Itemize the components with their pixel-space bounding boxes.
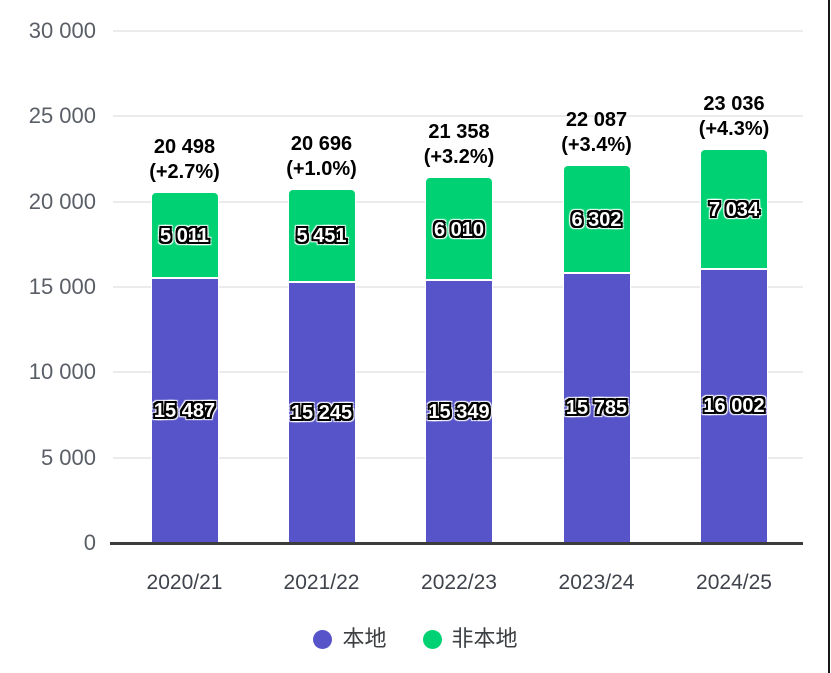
bar-total-label: 22 087 [565, 109, 628, 132]
bar-segment-local [151, 278, 218, 542]
chart-legend: 本地 非本地 [0, 626, 831, 652]
bar-total-annotation: 20 696 (+1.0%) [237, 132, 407, 182]
bar-growth-label: (+1.0%) [286, 157, 357, 180]
bar-value-label-local: 15 245 [290, 401, 353, 424]
bar-total-label: 20 696 [290, 132, 353, 155]
legend-item: 非本地 [422, 626, 518, 652]
x-tick-label: 2021/22 [283, 571, 360, 594]
x-axis-line [110, 542, 803, 545]
bar-total-label: 21 358 [428, 121, 490, 144]
bar-value-label-local: 16 002 [703, 395, 765, 418]
y-tick-label: 0 [83, 530, 96, 555]
bar-total-annotation: 21 358 (+3.2%) [374, 120, 544, 170]
legend-label: 本地 [342, 626, 387, 651]
bar-value-label-local: 15 487 [153, 399, 216, 422]
legend-dot-icon [422, 629, 442, 649]
bar-value-label-nonlocal: 6 010 [433, 218, 485, 241]
window-border-right [828, 0, 830, 673]
bar-value-label-local: 15 785 [565, 397, 628, 420]
bar-total-annotation: 23 036 (+4.3%) [649, 92, 819, 142]
gridline [113, 30, 803, 32]
bar-total-label: 20 498 [153, 136, 216, 159]
bar-segment-local [288, 282, 355, 542]
x-tick-label: 2024/25 [696, 571, 772, 594]
y-tick-label: 15 000 [28, 274, 96, 299]
y-tick-label: 30 000 [28, 18, 96, 43]
bar-growth-label: (+3.2%) [423, 146, 495, 169]
bar-value-label-local: 15 349 [428, 401, 490, 424]
bar-growth-label: (+3.4%) [561, 134, 632, 157]
bar-segment-nonlocal [288, 189, 355, 281]
x-tick-label: 2020/21 [146, 571, 223, 594]
bar-value-label-nonlocal: 5 451 [296, 225, 347, 248]
bar-segment-nonlocal [563, 166, 630, 272]
bar-value-label-nonlocal: 6 302 [571, 208, 622, 231]
bar-growth-label: (+2.7%) [149, 161, 220, 184]
x-tick-label: 2022/23 [421, 571, 497, 594]
y-tick-label: 20 000 [28, 188, 96, 214]
bar-segment-nonlocal [151, 193, 218, 277]
legend-label: 非本地 [451, 626, 518, 651]
y-tick-label: 5 000 [40, 444, 96, 470]
legend-dot-icon [313, 629, 333, 649]
x-tick-label: 2023/24 [558, 571, 635, 594]
bar-total-label: 23 036 [703, 92, 765, 115]
y-tick-label: 25 000 [28, 103, 96, 129]
bar-segment-local [701, 269, 767, 542]
bar-segment-local [563, 273, 630, 542]
y-tick-label: 10 000 [28, 359, 96, 385]
bar-total-annotation: 20 498 (+2.7%) [100, 135, 270, 185]
bar-segment-local [426, 281, 492, 542]
bar-segment-nonlocal [426, 178, 492, 280]
gridline [113, 115, 803, 118]
bar-value-label-nonlocal: 5 011 [160, 224, 209, 247]
bar-total-annotation: 22 087 (+3.4%) [512, 108, 682, 158]
bar-segment-nonlocal [701, 149, 767, 268]
bar-value-label-nonlocal: 7 034 [708, 198, 760, 221]
legend-item: 本地 [313, 626, 387, 652]
bar-growth-label: (+4.3%) [698, 117, 770, 140]
